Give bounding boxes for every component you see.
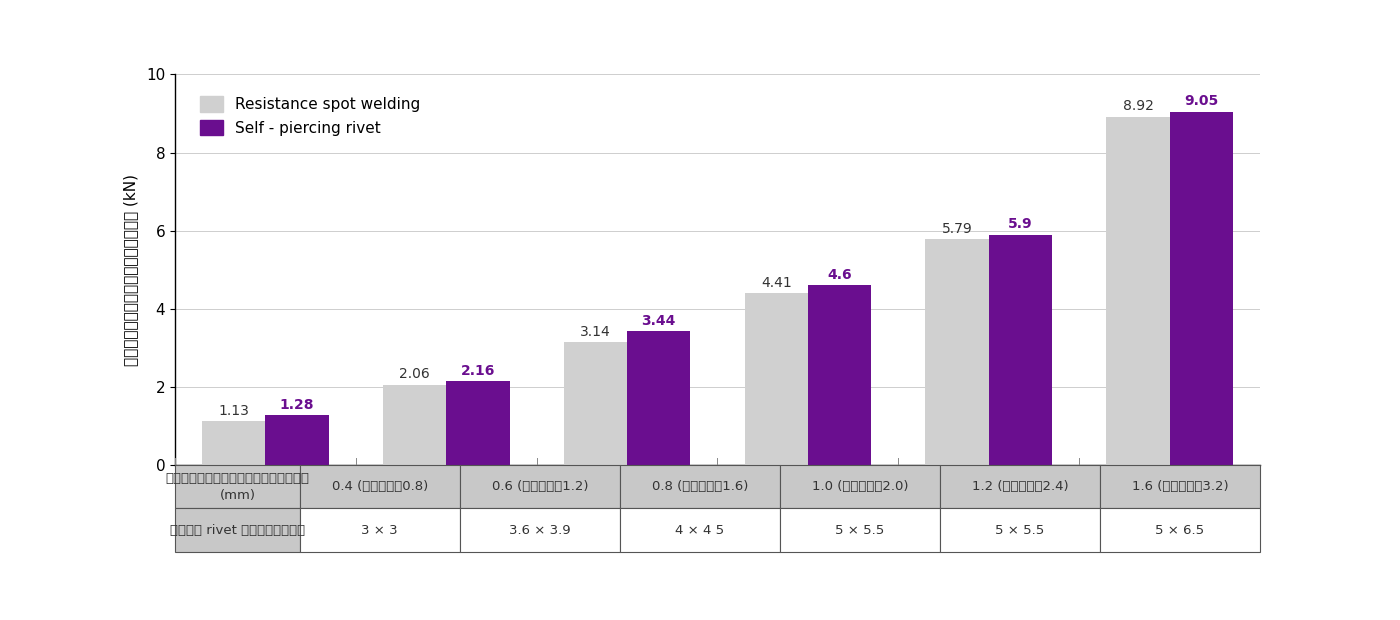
Text: 2.16: 2.16 [461,363,496,378]
Bar [266,415,329,465]
Bar [384,384,447,465]
Bar [1169,112,1233,465]
Text: 1.28: 1.28 [280,398,315,412]
Text: 8.92: 8.92 [1123,99,1154,113]
Bar [1106,117,1169,465]
Text: 3.6 × 3.9: 3.6 × 3.9 [510,524,571,536]
Text: 9.05: 9.05 [1184,94,1218,108]
Bar [780,508,939,552]
Text: ความหนาแผ่นชิ้นงาน
(mm): ความหนาแผ่นชิ้นงาน (mm) [165,472,309,502]
Text: 0.6 (ผลรวม1.2): 0.6 (ผลรวม1.2) [491,480,588,493]
Text: 4.41: 4.41 [760,276,791,290]
Bar [808,285,871,465]
Bar [939,508,1100,552]
Text: 1.2 (ผลรวม2.4): 1.2 (ผลรวม2.4) [972,480,1068,493]
Bar [175,508,300,552]
Bar [939,465,1100,508]
Text: 1.6 (ผลรวม3.2): 1.6 (ผลรวม3.2) [1131,480,1228,493]
Text: 3.44: 3.44 [641,314,676,327]
Text: 5 × 5.5: 5 × 5.5 [836,524,885,536]
Text: 3 × 3: 3 × 3 [361,524,398,536]
Bar [1100,465,1260,508]
Text: 5 × 5.5: 5 × 5.5 [995,524,1044,536]
Bar [447,381,510,465]
Bar [459,465,620,508]
Bar [620,508,780,552]
Bar [925,239,988,465]
Text: 0.8 (ผลรวม1.6): 0.8 (ผลรวม1.6) [651,480,748,493]
Bar [745,293,808,465]
Bar [564,342,627,465]
Text: 4 × 4 5: 4 × 4 5 [675,524,724,536]
Text: 1.13: 1.13 [218,404,249,418]
Legend: Resistance spot welding, Self - piercing rivet: Resistance spot welding, Self - piercing… [193,90,426,142]
Text: 1.0 (ผลรวม2.0): 1.0 (ผลรวม2.0) [812,480,909,493]
Bar [627,330,690,465]
Bar [459,508,620,552]
Text: 3.14: 3.14 [580,326,610,339]
Text: 0.4 (ผลรวม0.8): 0.4 (ผลรวม0.8) [332,480,428,493]
Text: 5.79: 5.79 [942,222,973,236]
Text: 5 × 6.5: 5 × 6.5 [1155,524,1204,536]
Text: ขนาด rivet ที่จะใช้: ขนาด rivet ที่จะใช้ [169,524,305,536]
Bar [175,465,300,508]
Text: 5.9: 5.9 [1008,218,1033,231]
Y-axis label: ความทนทานแรงเฉือน (kN): ความทนทานแรงเฉือน (kN) [123,174,137,366]
Bar [988,234,1051,465]
Bar [202,421,266,465]
Bar [1100,508,1260,552]
Bar [780,465,939,508]
Bar [300,508,459,552]
Bar [300,465,459,508]
Text: 4.6: 4.6 [827,268,851,282]
Bar [620,465,780,508]
Text: 2.06: 2.06 [399,368,430,381]
